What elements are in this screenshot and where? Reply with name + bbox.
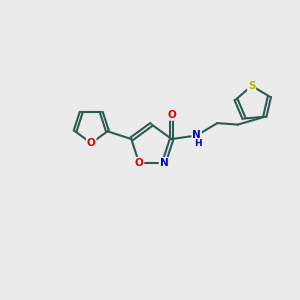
Text: O: O [167,110,176,120]
Text: N: N [192,130,201,140]
Text: S: S [248,81,255,91]
Text: N: N [160,158,168,168]
Text: O: O [87,138,96,148]
Text: O: O [135,158,143,168]
Text: H: H [194,139,201,148]
